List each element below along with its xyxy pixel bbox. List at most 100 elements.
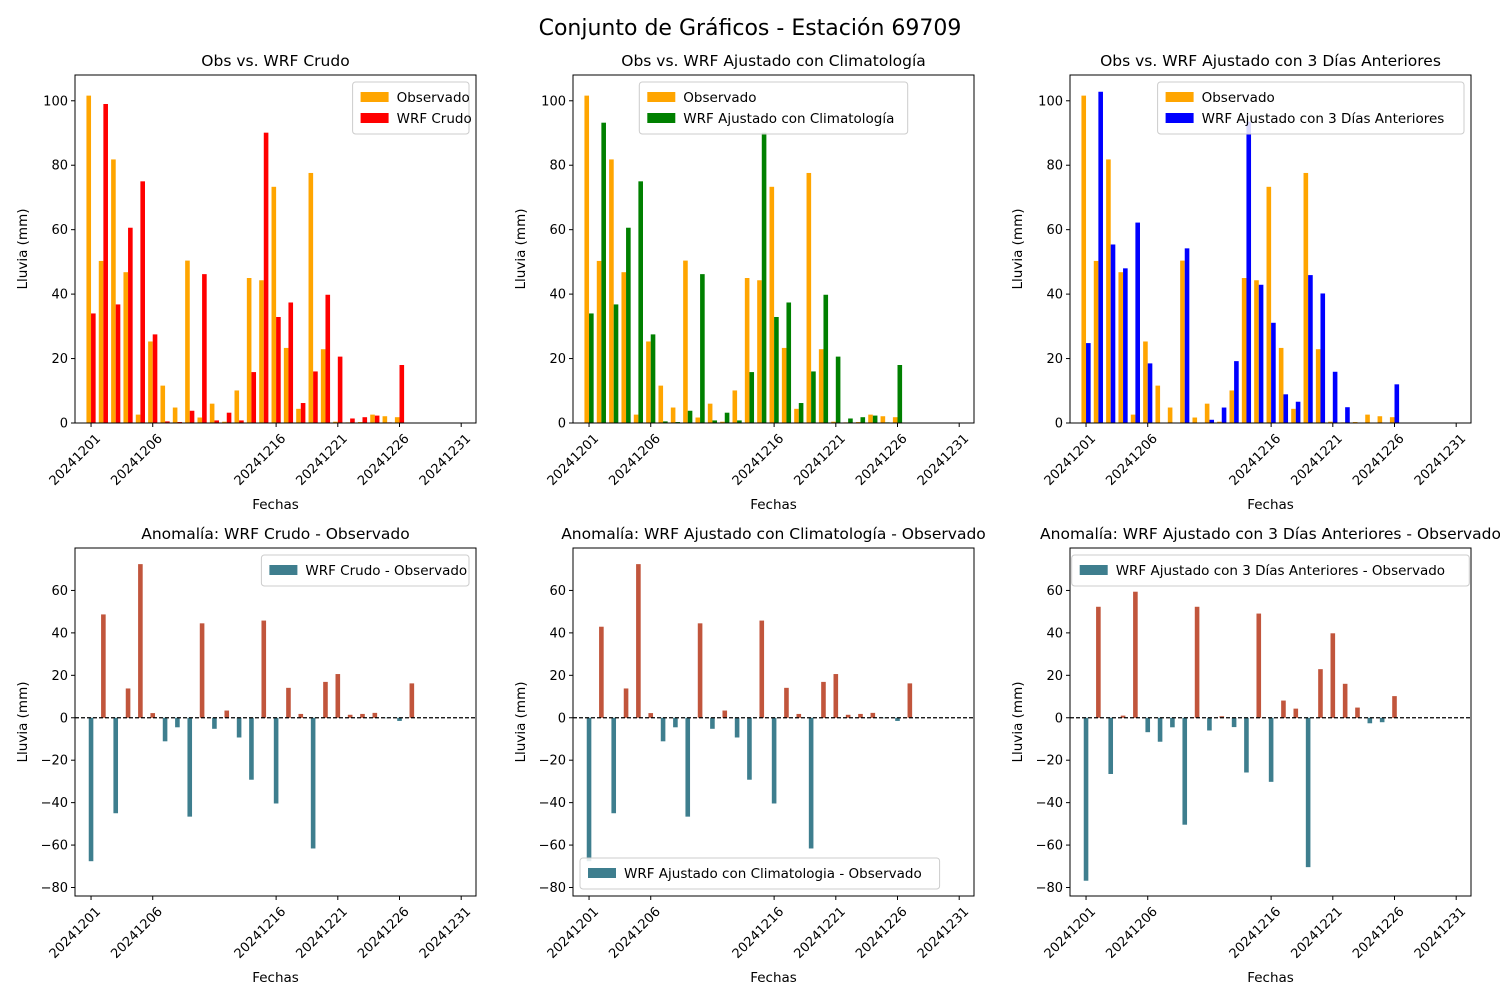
bar-wrf-31-3 xyxy=(626,227,631,423)
x-tick-label: 20241221 xyxy=(293,904,350,961)
bar-observado-31-24 xyxy=(880,416,886,423)
anomaly-bar-1 xyxy=(599,626,604,718)
bar-wrf-31-21 xyxy=(1345,407,1350,423)
x-tick-label: 20241201 xyxy=(1042,431,1099,488)
x-tick-label: 20241216 xyxy=(730,904,787,961)
bar-observado-31-18 xyxy=(1303,172,1309,423)
bar-wrf-31-25 xyxy=(897,365,903,423)
bar-wrf-31-5 xyxy=(1147,363,1153,423)
anomaly-bar-9 xyxy=(1194,606,1200,718)
bar-observado-31-23 xyxy=(370,414,375,423)
bar-wrf-31-8 xyxy=(1184,248,1190,423)
bar-wrf-31-20 xyxy=(835,356,841,423)
y-tick-label: 20 xyxy=(1046,352,1063,367)
legend: Observado WRF Crudo xyxy=(352,81,472,135)
bar-wrf-31-20 xyxy=(1332,371,1338,423)
x-tick-label: 20241206 xyxy=(1103,431,1160,488)
bar-wrf-31-22 xyxy=(362,417,368,423)
panel-title: Obs vs. WRF Ajustado con 3 Días Anterior… xyxy=(1100,52,1441,70)
y-tick-label: 100 xyxy=(541,94,566,109)
x-tick-label: 20241221 xyxy=(1288,431,1345,488)
bar-observado-31-18 xyxy=(308,172,314,423)
bar-wrf-31-6 xyxy=(663,421,668,423)
bar-observado-31-1 xyxy=(1093,260,1099,423)
x-tick-label: 20241226 xyxy=(355,431,412,488)
bar-observado-31-14 xyxy=(259,280,264,423)
axes-frame xyxy=(1069,547,1472,897)
anomaly-bar-11 xyxy=(722,710,728,718)
y-tick-label: −20 xyxy=(1036,754,1063,769)
legend-box xyxy=(638,81,909,135)
anomaly-bar-4 xyxy=(636,564,641,718)
axes-frame xyxy=(1069,74,1472,424)
x-tick-label: 20241231 xyxy=(1412,431,1469,488)
bar-observado-31-23 xyxy=(1365,414,1370,423)
anomaly-bar-8 xyxy=(1182,717,1188,825)
legend-label: WRF Crudo - Observado xyxy=(305,563,467,579)
bar-wrf-31-8 xyxy=(687,410,693,423)
bar-wrf-31-10 xyxy=(1209,419,1215,423)
anomaly-bar-19 xyxy=(1318,669,1323,718)
bar-observado-31-5 xyxy=(1143,341,1148,423)
bar-observado-31-12 xyxy=(234,390,240,423)
panel-5: −80 −60 −40 −20 0 20 40 60 20241201 20241206 20241… xyxy=(513,525,986,986)
bar-wrf-31-9 xyxy=(700,274,705,423)
y-tick-label: 40 xyxy=(549,288,566,303)
bar-wrf-31-10 xyxy=(214,420,220,423)
bar-observado-31-19 xyxy=(320,349,326,423)
bar-observado-31-12 xyxy=(732,390,738,423)
bar-observado-31-16 xyxy=(781,347,787,423)
bar-wrf-31-0 xyxy=(1086,343,1091,423)
bar-wrf-31-3 xyxy=(1123,268,1128,423)
anomaly-bar-5 xyxy=(648,713,654,718)
anomaly-bar-20 xyxy=(335,674,341,718)
legend-label: Observado xyxy=(397,90,470,106)
legend-label: Observado xyxy=(683,90,756,106)
bar-observado-31-16 xyxy=(283,347,289,423)
legend-label: Observado xyxy=(1202,90,1275,106)
bar-observado-31-3 xyxy=(1118,272,1124,423)
bar-wrf-31-15 xyxy=(276,316,281,423)
bar-wrf-31-18 xyxy=(313,371,318,423)
anomaly-bar-12 xyxy=(1231,717,1237,728)
bar-observado-31-17 xyxy=(296,408,301,423)
bar-observado-31-11 xyxy=(222,421,227,423)
bar-wrf-31-13 xyxy=(251,372,257,423)
bar-observado-31-11 xyxy=(1217,421,1222,423)
bar-observado-31-4 xyxy=(633,414,639,423)
y-tick-label: 80 xyxy=(1046,159,1063,174)
bar-observado-31-24 xyxy=(1377,416,1383,423)
bar-observado-31-25 xyxy=(1389,417,1395,423)
bar-observado-31-4 xyxy=(135,414,141,423)
legend-swatch xyxy=(588,868,616,878)
bar-observado-31-5 xyxy=(148,341,153,423)
anomaly-bar-2 xyxy=(1108,717,1114,774)
x-tick-label: 20241201 xyxy=(1042,904,1099,961)
bar-observado-31-0 xyxy=(584,95,590,423)
bar-observado-31-7 xyxy=(172,407,178,423)
x-tick-label: 20241206 xyxy=(1103,904,1160,961)
anomaly-bar-12 xyxy=(734,717,740,738)
x-tick-label: 20241221 xyxy=(791,431,848,488)
y-tick-label: 60 xyxy=(549,223,566,238)
anomaly-bar-20 xyxy=(1330,633,1336,718)
bar-wrf-31-0 xyxy=(589,313,594,423)
x-tick-label: 20241221 xyxy=(791,904,848,961)
x-tick-label: 20241206 xyxy=(606,904,663,961)
y-tick-label: 0 xyxy=(1055,417,1063,432)
y-tick-label: −60 xyxy=(41,839,68,854)
bar-wrf-31-16 xyxy=(786,302,792,423)
bar-wrf-31-12 xyxy=(737,420,742,423)
bar-observado-31-16 xyxy=(1278,347,1284,423)
x-axis-label: Fechas xyxy=(750,970,797,986)
anomaly-bar-25 xyxy=(1392,696,1397,718)
y-tick-label: −60 xyxy=(1036,839,1063,854)
anomaly-bar-1 xyxy=(1096,606,1101,718)
bar-observado-31-10 xyxy=(1204,403,1210,423)
bar-wrf-31-18 xyxy=(811,371,816,423)
y-tick-label: −80 xyxy=(539,881,566,896)
legend: Observado WRF Ajustado con 3 Días Anterio… xyxy=(1157,81,1465,135)
anomaly-bar-8 xyxy=(187,717,193,817)
